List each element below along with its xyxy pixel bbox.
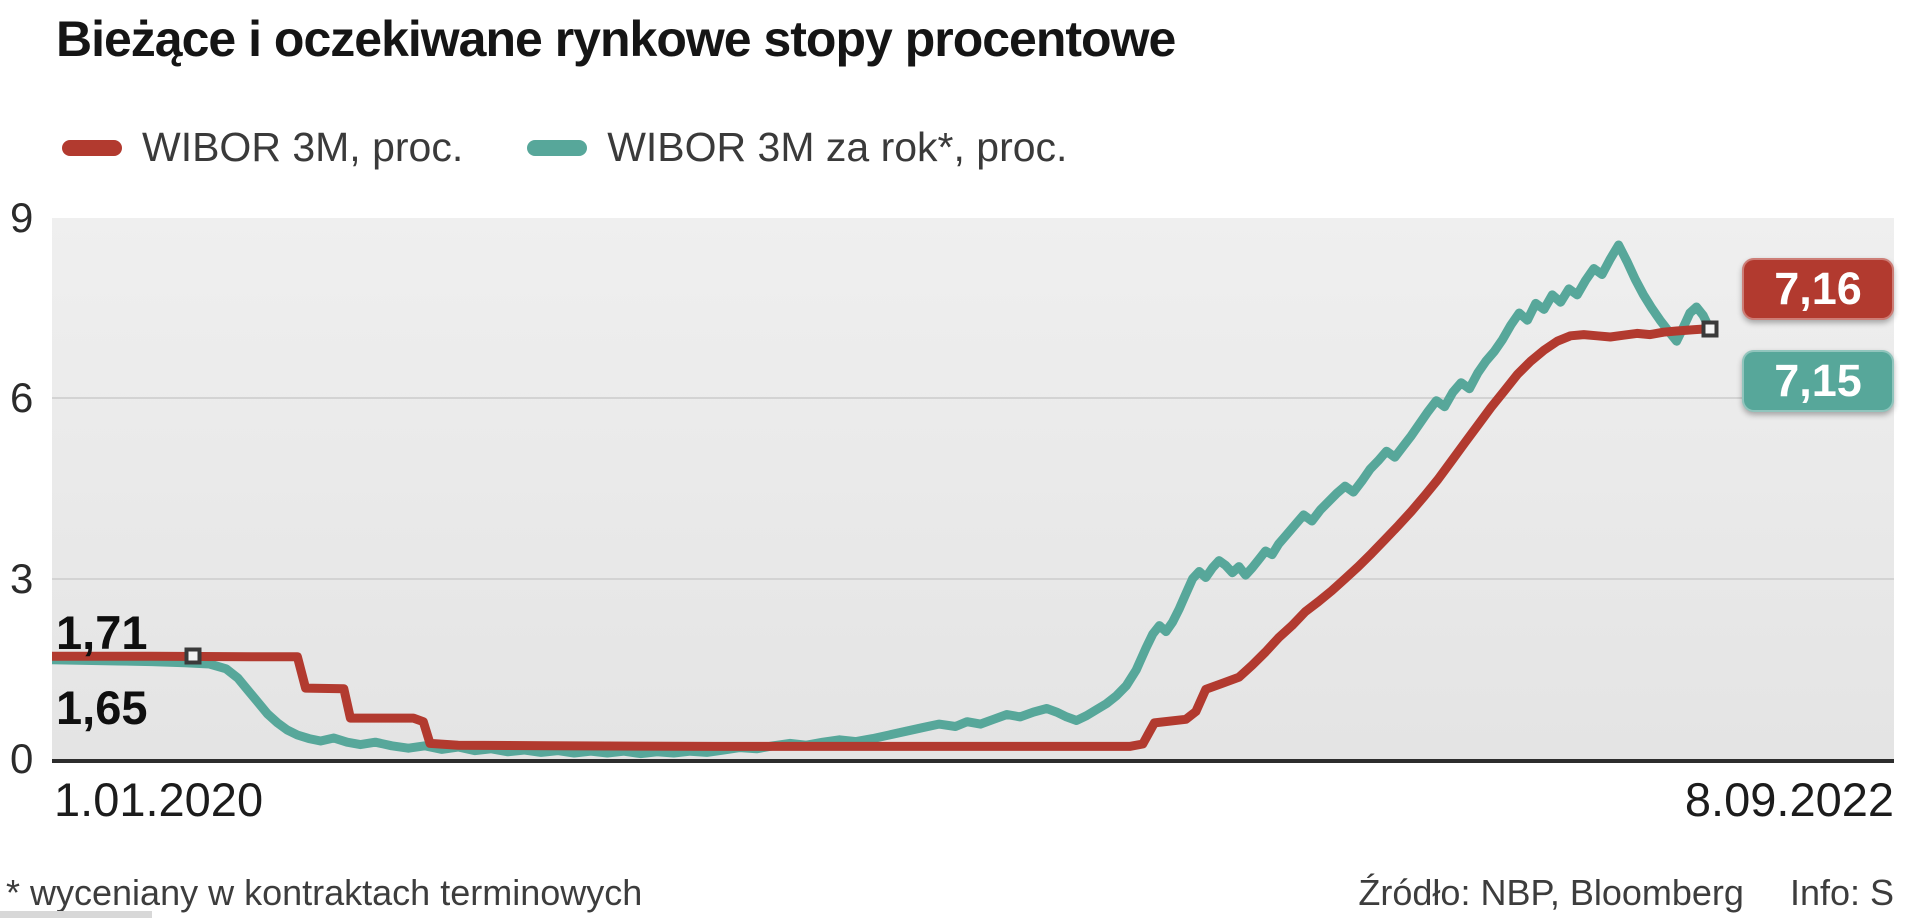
source-info: Źródło: NBP, Bloomberg Info: S xyxy=(1358,872,1894,914)
gridline-6 xyxy=(52,397,1894,400)
end-value-badge-wibor3m: 7,16 xyxy=(1742,258,1894,320)
y-tick-label-9: 9 xyxy=(10,194,34,241)
chart-canvas xyxy=(52,240,1715,759)
x-axis-end-label: 8.09.2022 xyxy=(1684,773,1894,826)
legend-item-wibor3m: WIBOR 3M, proc. xyxy=(62,124,463,171)
start-value-label-wibor3m: 1,71 xyxy=(56,606,148,659)
source-text: Źródło: NBP, Bloomberg xyxy=(1358,872,1744,913)
start-value-label-wibor3m-za-rok: 1,65 xyxy=(56,681,148,734)
plot-area xyxy=(52,218,1894,763)
chart-title: Bieżące i oczekiwane rynkowe stopy proce… xyxy=(56,11,1176,67)
line-wibor3m xyxy=(52,324,1715,751)
legend-item-wibor3m-za-rok: WIBOR 3M za rok*, proc. xyxy=(527,124,1067,171)
legend-label-wibor3m: WIBOR 3M, proc. xyxy=(142,124,464,170)
x-axis-start-label: 1.01.2020 xyxy=(54,773,264,826)
cropped-bottom-element xyxy=(0,911,152,918)
point-marker-start xyxy=(184,647,202,665)
footnote: * wyceniany w kontraktach terminowych xyxy=(6,872,643,913)
legend-swatch-red xyxy=(62,139,122,156)
point-marker-end xyxy=(1701,320,1719,338)
y-axis: 0 3 6 9 xyxy=(0,194,52,782)
y-tick-label-0: 0 xyxy=(10,735,34,782)
legend-swatch-teal xyxy=(527,139,588,156)
legend: WIBOR 3M, proc. WIBOR 3M za rok*, proc. xyxy=(62,124,1131,171)
y-tick-label-6: 6 xyxy=(10,374,34,422)
end-value-badge-wibor3m-za-rok: 7,15 xyxy=(1742,350,1894,412)
gridline-3 xyxy=(52,577,1894,580)
info-text: Info: S xyxy=(1789,872,1894,913)
y-tick-label-3: 3 xyxy=(10,554,34,602)
legend-label-wibor3m-za-rok: WIBOR 3M za rok*, proc. xyxy=(607,124,1068,170)
